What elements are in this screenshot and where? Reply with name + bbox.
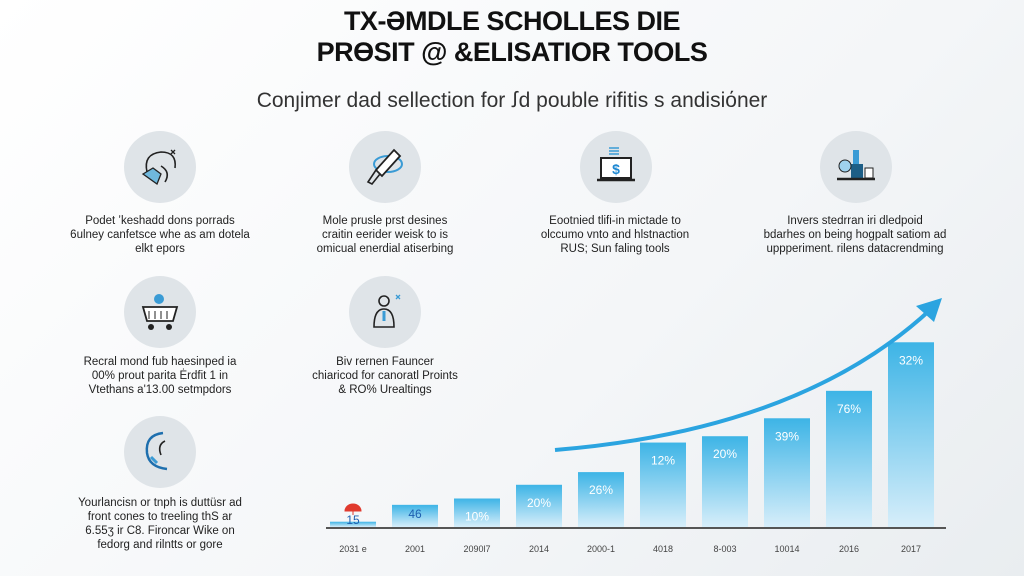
bar-data-label: 26%	[589, 483, 613, 497]
bar-data-label: 12%	[651, 454, 675, 468]
page-title: TX-ƏMDLE SCHOLLES DIE PRϴSIT @ &ELISATIO…	[0, 6, 1024, 68]
feature-text-5: Recral mond fub haesinped ia 00% prout pa…	[83, 356, 237, 396]
bar-data-label: 20%	[527, 496, 551, 510]
title-line-2: PRϴSIT @ &ELISATIOR TOOLS	[316, 37, 708, 67]
feature-text-4: Invers stedrran iri dledpoid bdarhes on b…	[763, 215, 947, 255]
bar	[578, 472, 624, 527]
marker-icon	[344, 503, 362, 515]
bar	[764, 418, 810, 527]
x-tick-label: 10014	[774, 544, 799, 554]
laptop-dollar-icon: $	[580, 131, 652, 203]
bar	[516, 484, 562, 527]
bar-data-label: 76%	[837, 402, 861, 416]
growth-bar-chart: 15 2031 e 46 2001 10% 2090l7 20% 2014 26% 2000-1 1…	[326, 298, 946, 554]
bar	[640, 442, 686, 527]
bar	[454, 498, 500, 527]
trend-arrow	[554, 308, 932, 452]
bar-data-label: 20%	[713, 447, 737, 461]
bar	[392, 504, 438, 527]
x-tick-label: 2090l7	[463, 544, 490, 554]
bar	[702, 436, 748, 527]
funnel-person-icon	[124, 416, 196, 488]
x-tick-label: 2017	[901, 544, 921, 554]
tools-desk-icon	[820, 131, 892, 203]
feature-text-2: Mole prusle prst desines craitin eerider …	[316, 215, 454, 255]
title-line-1: TX-ƏMDLE SCHOLLES DIE	[343, 6, 681, 36]
x-tick-label: 2031 e	[339, 544, 367, 554]
subtitle: Conȷimer dad sellection for ꭍd pouble ri…	[256, 89, 768, 112]
globe-hand-icon	[124, 131, 196, 203]
bar-data-label: 15	[346, 513, 360, 527]
x-tick-label: 2014	[529, 544, 549, 554]
x-tick-label: 2016	[839, 544, 859, 554]
feature-text-7: Yourlancisn or tnph is duttüsr ad front c…	[78, 497, 242, 551]
feature-text-6: Biv rernen Fauncer chiaricod for canoratl…	[312, 356, 458, 396]
bar-data-label: 46	[408, 507, 422, 521]
user-tools-icon	[349, 276, 421, 348]
feature-text-1: Podet ʼkeshadd dons porrads 6ulney canfet…	[70, 215, 250, 255]
bar-data-label: 39%	[775, 429, 799, 443]
x-tick-label: 8-003	[713, 544, 736, 554]
bar-data-label: 32%	[899, 353, 923, 367]
bar	[888, 342, 934, 527]
arrow-head-icon	[916, 298, 942, 322]
bar	[826, 390, 872, 527]
x-tick-label: 2000-1	[587, 544, 615, 554]
bar-data-label: 10%	[465, 510, 489, 524]
feature-text-3: Eootnied tlifi-in mictade to olccumo vnto…	[540, 215, 690, 255]
x-tick-label: 4018	[653, 544, 673, 554]
x-tick-label: 2001	[405, 544, 425, 554]
cart-icon	[124, 276, 196, 348]
svg-text:$: $	[612, 161, 620, 177]
bar	[330, 521, 376, 527]
rocket-icon	[349, 131, 421, 203]
